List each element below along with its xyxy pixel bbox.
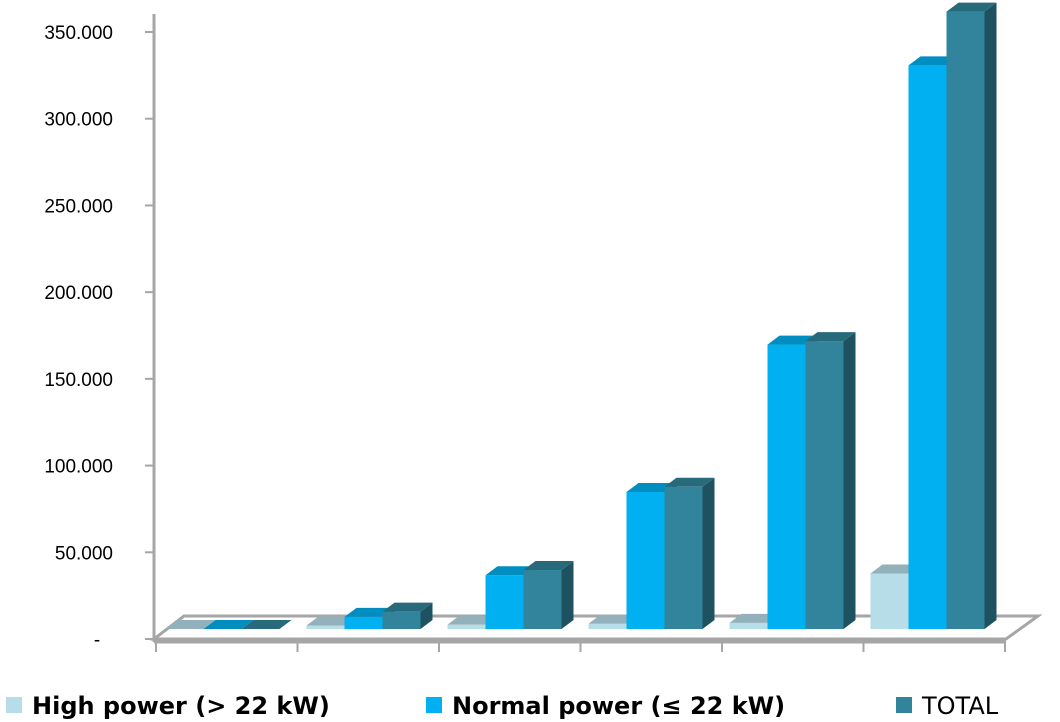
- bar-top: [805, 332, 856, 342]
- bar: [203, 620, 254, 629]
- bar-top: [588, 614, 639, 624]
- legend-swatch: [426, 697, 442, 713]
- bar-front: [306, 625, 345, 629]
- bar: [165, 620, 216, 629]
- bar-side: [561, 561, 574, 629]
- y-tick-label: 200.000: [44, 283, 113, 304]
- legend-item: TOTAL: [896, 692, 999, 720]
- bar-side: [420, 602, 433, 629]
- bar: [664, 477, 715, 629]
- y-tick-label: -: [94, 630, 100, 651]
- y-tick-label: 150.000: [44, 370, 113, 391]
- bar-front: [588, 623, 627, 629]
- bar-front: [908, 65, 947, 630]
- bar: [382, 602, 433, 629]
- axes: [152, 14, 1006, 652]
- bar: [805, 332, 856, 629]
- bar-top: [447, 615, 498, 625]
- bar-top: [870, 564, 921, 574]
- bar-front: [767, 344, 806, 629]
- y-tick-label: 50.000: [55, 543, 113, 564]
- bar-top: [523, 561, 574, 571]
- bar-top: [664, 477, 715, 487]
- bar-top: [306, 616, 357, 626]
- legend-item: Normal power (≤ 22 kW): [426, 692, 785, 720]
- bar-front: [447, 624, 486, 629]
- y-tick-label: 250.000: [44, 196, 113, 217]
- bar-top: [908, 56, 959, 66]
- bars: [165, 2, 997, 630]
- bar: [523, 561, 574, 629]
- legend-swatch: [896, 697, 912, 713]
- y-axis-ticks: - 50.000 100.000 150.000 200.000 250.000 300.0…: [44, 23, 154, 651]
- bar-front: [626, 491, 665, 629]
- bar-top: [344, 607, 395, 617]
- bar-top: [165, 620, 216, 629]
- legend: High power (> 22 kW) Normal power (≤ 22 k…: [6, 692, 999, 720]
- bar-top: [485, 566, 536, 576]
- legend-label: Normal power (≤ 22 kW): [452, 692, 785, 720]
- bar-top: [729, 613, 780, 623]
- bar-front: [485, 575, 524, 629]
- bar-front: [729, 622, 768, 629]
- bar: [946, 2, 997, 629]
- y-tick-label: 300.000: [44, 110, 113, 131]
- legend-swatch: [6, 697, 22, 713]
- bar-front: [946, 11, 985, 629]
- bar-side: [702, 477, 715, 629]
- y-tick-label: 100.000: [44, 457, 113, 478]
- bar-side: [843, 332, 856, 629]
- legend-label: High power (> 22 kW): [32, 692, 330, 720]
- bar-top: [241, 620, 292, 629]
- legend-label: TOTAL: [921, 692, 999, 720]
- bar-side: [984, 2, 997, 629]
- bar-front: [523, 570, 562, 629]
- bar-top: [767, 335, 818, 345]
- legend-item: High power (> 22 kW): [6, 692, 330, 720]
- bar-front: [805, 341, 844, 629]
- bar-front: [664, 486, 703, 629]
- bar-front: [344, 616, 383, 629]
- bar-top: [203, 620, 254, 629]
- bar-front: [382, 611, 421, 629]
- bar: [241, 620, 292, 629]
- bar-top: [626, 482, 677, 492]
- bar-front: [870, 573, 909, 629]
- y-tick-label: 350.000: [44, 23, 113, 44]
- bar-top: [382, 602, 433, 612]
- bar-top: [946, 2, 997, 12]
